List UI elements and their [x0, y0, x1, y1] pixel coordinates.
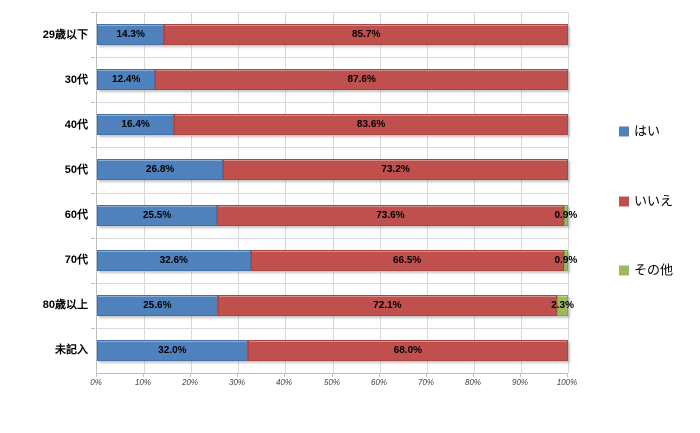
bar-row: 32.0% 68.0%	[97, 340, 568, 361]
category-tick-mark	[91, 147, 95, 148]
bar-segment-yes	[97, 295, 218, 316]
vertical-gridline	[521, 12, 522, 373]
value-axis-tick-label: 40%	[275, 378, 293, 387]
bar-segment-yes	[97, 24, 165, 45]
legend-label: いいえ	[634, 193, 674, 209]
category-label: 未記入	[55, 343, 88, 356]
vertical-gridline	[191, 12, 192, 373]
category-label: 80歳以上	[42, 298, 88, 311]
value-tick-mark	[143, 373, 144, 377]
bar-segment-other	[563, 250, 568, 271]
vertical-gridline	[380, 12, 381, 373]
bar-segment-no	[247, 340, 568, 361]
bar-segment-yes	[97, 114, 175, 135]
bar-row: 25.5% 73.6% 0.9%	[97, 205, 577, 226]
value-axis-tick-label: 30%	[228, 378, 246, 387]
legend-swatch-icon	[619, 265, 629, 275]
horizontal-gridline	[97, 147, 568, 148]
vertical-gridline	[333, 12, 334, 373]
vertical-gridline	[568, 12, 569, 373]
bar-segment-yes	[97, 340, 248, 361]
legend-label: その他	[634, 262, 674, 278]
legend-item-other: その他	[619, 264, 673, 277]
bar-segment-no	[223, 159, 568, 180]
category-label: 30代	[64, 73, 88, 86]
vertical-gridline	[144, 12, 145, 373]
value-tick-mark	[567, 373, 568, 377]
bar-segment-other	[563, 205, 568, 226]
category-tick-mark	[91, 57, 95, 58]
bar-row: 32.6% 66.5% 0.9%	[97, 250, 577, 271]
category-tick-mark	[91, 283, 95, 284]
horizontal-gridline	[97, 283, 568, 284]
value-axis-tick-label: 60%	[370, 378, 388, 387]
value-axis-tick-label: 20%	[181, 378, 199, 387]
value-tick-mark	[520, 373, 521, 377]
plot-area: 14.3% 85.7% 12.4% 87.6% 16.4% 83.6% 26.8% 73.2%…	[96, 12, 577, 374]
value-tick-mark	[237, 373, 238, 377]
category-label: 29歳以下	[42, 28, 88, 41]
bar-segment-no	[217, 295, 558, 316]
bar-segment-yes	[97, 205, 218, 226]
bar-segment-other	[557, 295, 568, 316]
horizontal-gridline	[97, 328, 568, 329]
value-tick-mark	[473, 373, 474, 377]
horizontal-gridline	[97, 102, 568, 103]
horizontal-gridline	[97, 238, 568, 239]
vertical-gridline	[238, 12, 239, 373]
legend-item-no: いいえ	[619, 195, 673, 208]
value-tick-mark	[379, 373, 380, 377]
value-axis-tick-label: 0%	[90, 378, 102, 387]
bar-row: 14.3% 85.7%	[97, 24, 568, 45]
bar-segment-no	[174, 114, 568, 135]
value-axis-tick-label: 100%	[556, 378, 578, 387]
value-axis-tick-label: 50%	[323, 378, 341, 387]
legend-label: はい	[634, 123, 661, 139]
category-label: 50代	[64, 163, 88, 176]
bar-segment-yes	[97, 69, 156, 90]
value-tick-mark	[284, 373, 285, 377]
value-axis-tick-label: 70%	[417, 378, 435, 387]
bar-segment-no	[217, 205, 564, 226]
vertical-gridline	[427, 12, 428, 373]
legend-swatch-icon	[619, 196, 629, 206]
bar-segment-yes	[97, 159, 224, 180]
vertical-gridline	[474, 12, 475, 373]
horizontal-gridline	[97, 193, 568, 194]
vertical-gridline	[285, 12, 286, 373]
legend: はい いいえ その他	[619, 0, 699, 433]
value-tick-mark	[190, 373, 191, 377]
category-tick-mark	[91, 328, 95, 329]
value-axis-tick-label: 80%	[464, 378, 482, 387]
value-tick-mark	[332, 373, 333, 377]
legend-swatch-icon	[619, 126, 629, 136]
horizontal-gridline	[97, 12, 568, 13]
legend-item-yes: はい	[619, 125, 660, 138]
category-label: 60代	[64, 208, 88, 221]
bar-segment-no	[250, 250, 564, 271]
bar-segment-yes	[97, 250, 251, 271]
bar-segment-no	[155, 69, 568, 90]
category-label: 70代	[64, 253, 88, 266]
horizontal-gridline	[97, 57, 568, 58]
category-tick-mark	[91, 102, 95, 103]
category-tick-mark	[91, 238, 95, 239]
bar-row: 16.4% 83.6%	[97, 114, 568, 135]
bar-row: 26.8% 73.2%	[97, 159, 568, 180]
value-tick-mark	[426, 373, 427, 377]
bar-row: 25.6% 72.1% 2.3%	[97, 295, 574, 316]
value-tick-mark	[96, 373, 97, 377]
bar-segment-no	[164, 24, 568, 45]
category-tick-mark	[91, 12, 95, 13]
category-label: 40代	[64, 118, 88, 131]
category-tick-mark	[91, 193, 95, 194]
value-axis-tick-label: 90%	[511, 378, 529, 387]
value-axis-tick-label: 10%	[134, 378, 152, 387]
bar-row: 12.4% 87.6%	[97, 69, 568, 90]
